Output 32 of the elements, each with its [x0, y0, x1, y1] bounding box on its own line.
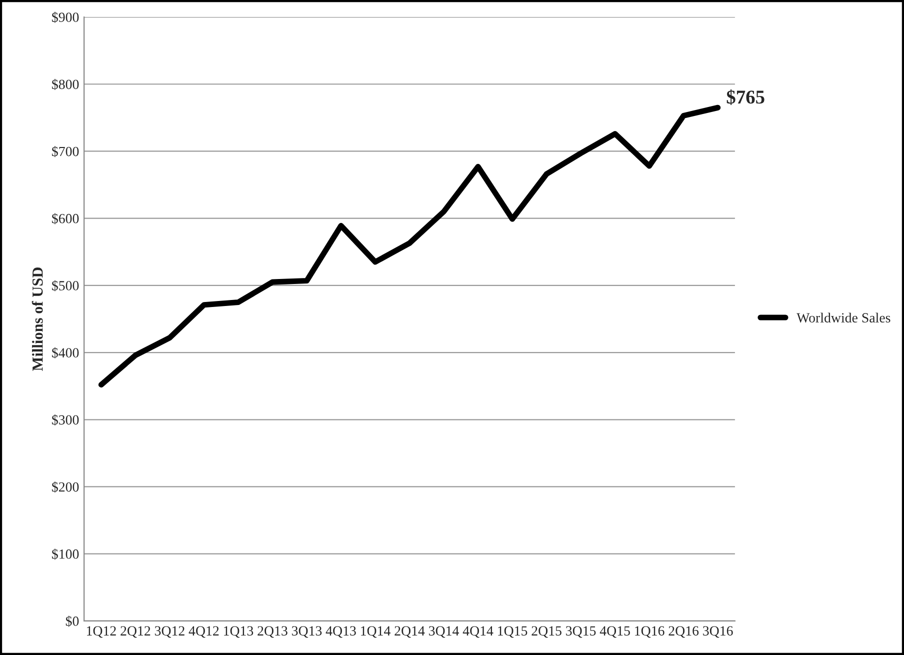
y-axis-title: Millions of USD	[32, 268, 43, 371]
x-tick-label: 1Q15	[498, 626, 528, 638]
x-tick-label: 4Q12	[188, 626, 219, 638]
x-tick-label: 3Q13	[292, 626, 322, 638]
y-tick-label: $900	[52, 12, 79, 23]
x-tick-label: 2Q12	[120, 626, 150, 638]
y-tick-label: $200	[52, 482, 79, 493]
x-tick-label: 2Q14	[394, 626, 425, 638]
y-tick-label: $700	[52, 146, 79, 158]
annotation: $765	[726, 89, 764, 105]
y-tick-label: $300	[52, 414, 79, 426]
x-tick-label: 4Q13	[326, 626, 356, 638]
x-tick-label: 3Q15	[566, 626, 596, 638]
legend-label: Worldwide Sales	[796, 312, 890, 323]
y-tick-label: $800	[52, 78, 79, 90]
x-tick-label: 4Q15	[600, 626, 630, 638]
x-tick-label: 2Q16	[668, 626, 699, 638]
x-tick-label: 2Q13	[258, 626, 288, 638]
x-tick-label: 2Q15	[532, 626, 562, 638]
y-tick-label: $500	[52, 280, 79, 292]
y-tick-label: $600	[52, 213, 79, 224]
x-tick-label: 1Q16	[635, 626, 664, 638]
x-tick-label: 1Q12	[86, 626, 116, 638]
x-tick-label: 1Q14	[361, 626, 390, 638]
y-tick-label: $400	[52, 347, 79, 358]
x-tick-label: 1Q13	[224, 626, 254, 638]
x-tick-label: 3Q16	[703, 626, 733, 638]
x-tick-label: 4Q14	[462, 626, 494, 638]
y-tick-label: $100	[52, 548, 79, 560]
x-tick-label: 3Q14	[429, 626, 459, 638]
y-tick-label: $0	[66, 616, 79, 627]
x-tick-label: 3Q12	[154, 626, 184, 638]
